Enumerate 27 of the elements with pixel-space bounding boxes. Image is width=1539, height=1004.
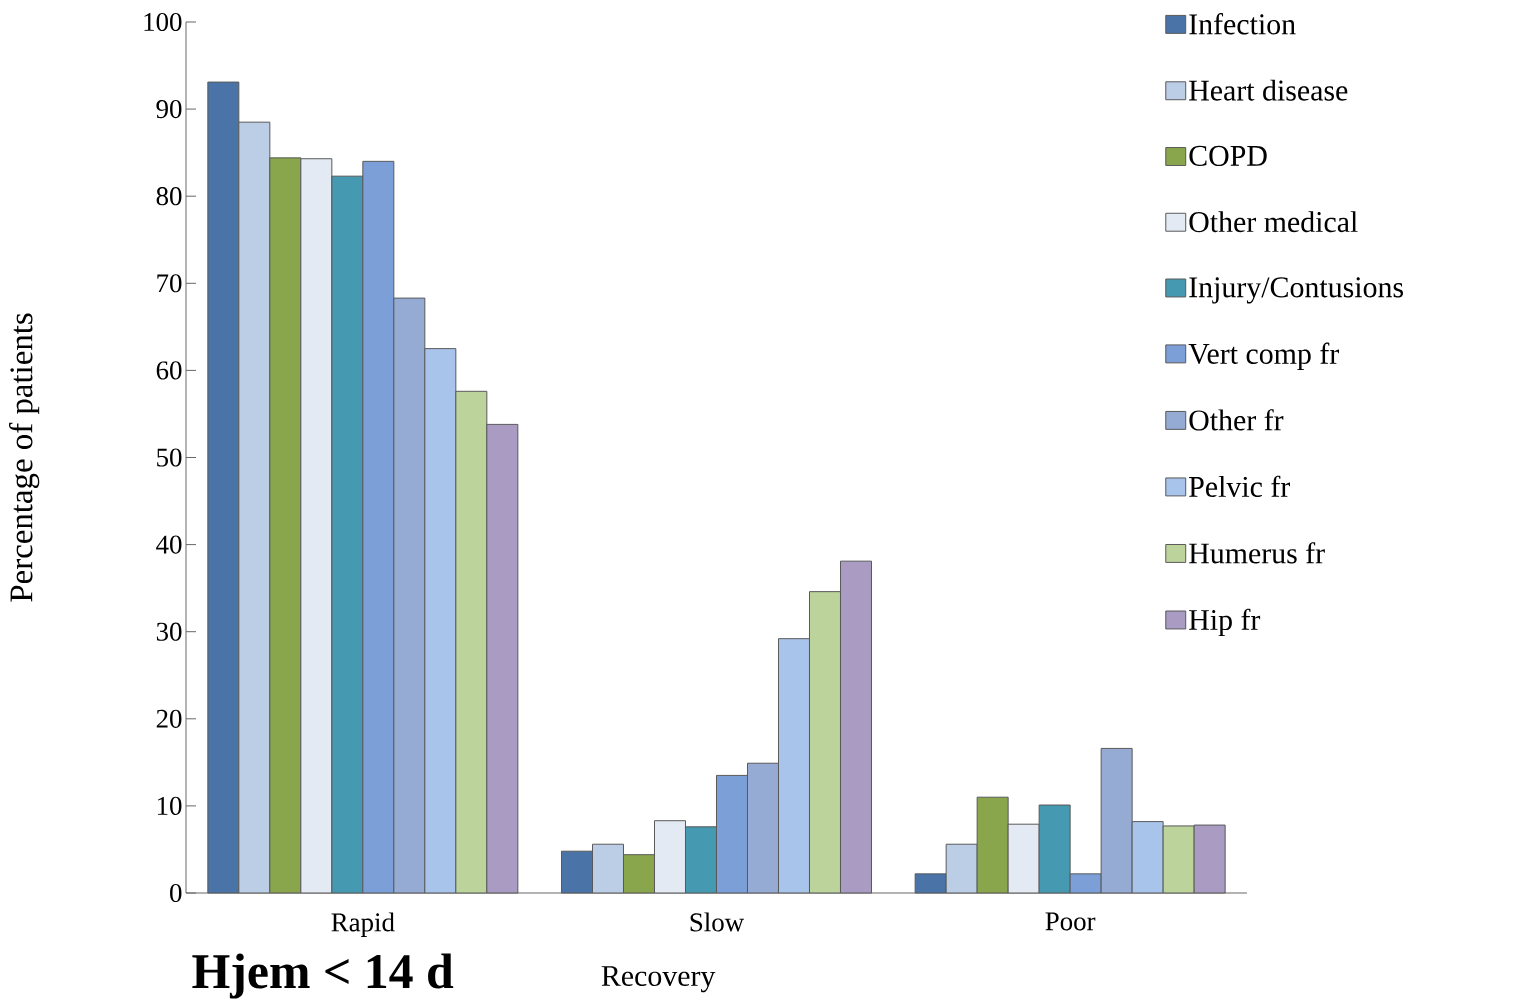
y-tick-label: 10 <box>157 796 182 815</box>
y-axis-title: Percentage of patients <box>9 313 40 602</box>
legend-label: Infection <box>1189 13 1296 35</box>
legend-label: Heart disease <box>1189 79 1348 101</box>
y-tick-label: 20 <box>156 709 182 728</box>
y-tick-label: 70 <box>157 274 182 293</box>
x-axis-title: Recovery <box>601 966 716 993</box>
legend-label: COPD <box>1189 145 1267 166</box>
legend-label: Humerus fr <box>1189 542 1325 564</box>
legend-label: Other fr <box>1189 409 1284 431</box>
x-tick-label: Rapid <box>331 912 395 937</box>
legend-label: Pelvic fr <box>1189 475 1290 497</box>
y-tick-label: 50 <box>157 448 182 467</box>
legend-label: Other medical <box>1189 211 1358 233</box>
text: Hjem < 14 d <box>192 953 454 999</box>
x-tick-label: Slow <box>690 912 745 932</box>
y-tick-label: 0 <box>170 883 182 903</box>
y-tick-label: 40 <box>156 535 182 554</box>
x-tick-label: Poor <box>1045 912 1096 931</box>
y-tick-label: 100 <box>144 12 182 32</box>
y-tick-label: 60 <box>156 361 182 380</box>
y-tick-label: 80 <box>156 187 182 206</box>
legend-label: Hip fr <box>1189 608 1261 637</box>
y-tick-label: 30 <box>156 622 182 641</box>
legend-label: Injury/Contusions <box>1189 277 1403 304</box>
y-tick-label: 90 <box>156 100 182 119</box>
legend-label: Vert comp fr <box>1188 342 1339 371</box>
